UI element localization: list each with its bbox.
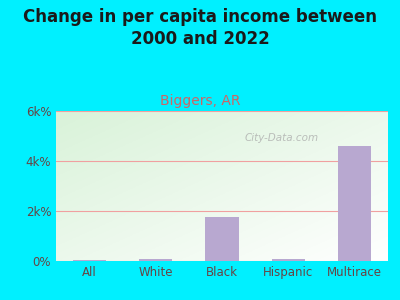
Bar	[139, 259, 172, 261]
Bar	[73, 260, 106, 261]
Text: City-Data.com: City-Data.com	[245, 133, 319, 143]
Bar	[272, 259, 305, 261]
Text: Change in per capita income between
2000 and 2022: Change in per capita income between 2000…	[23, 8, 377, 48]
Bar	[206, 217, 238, 261]
Bar	[338, 146, 372, 261]
Text: Biggers, AR: Biggers, AR	[160, 94, 240, 109]
